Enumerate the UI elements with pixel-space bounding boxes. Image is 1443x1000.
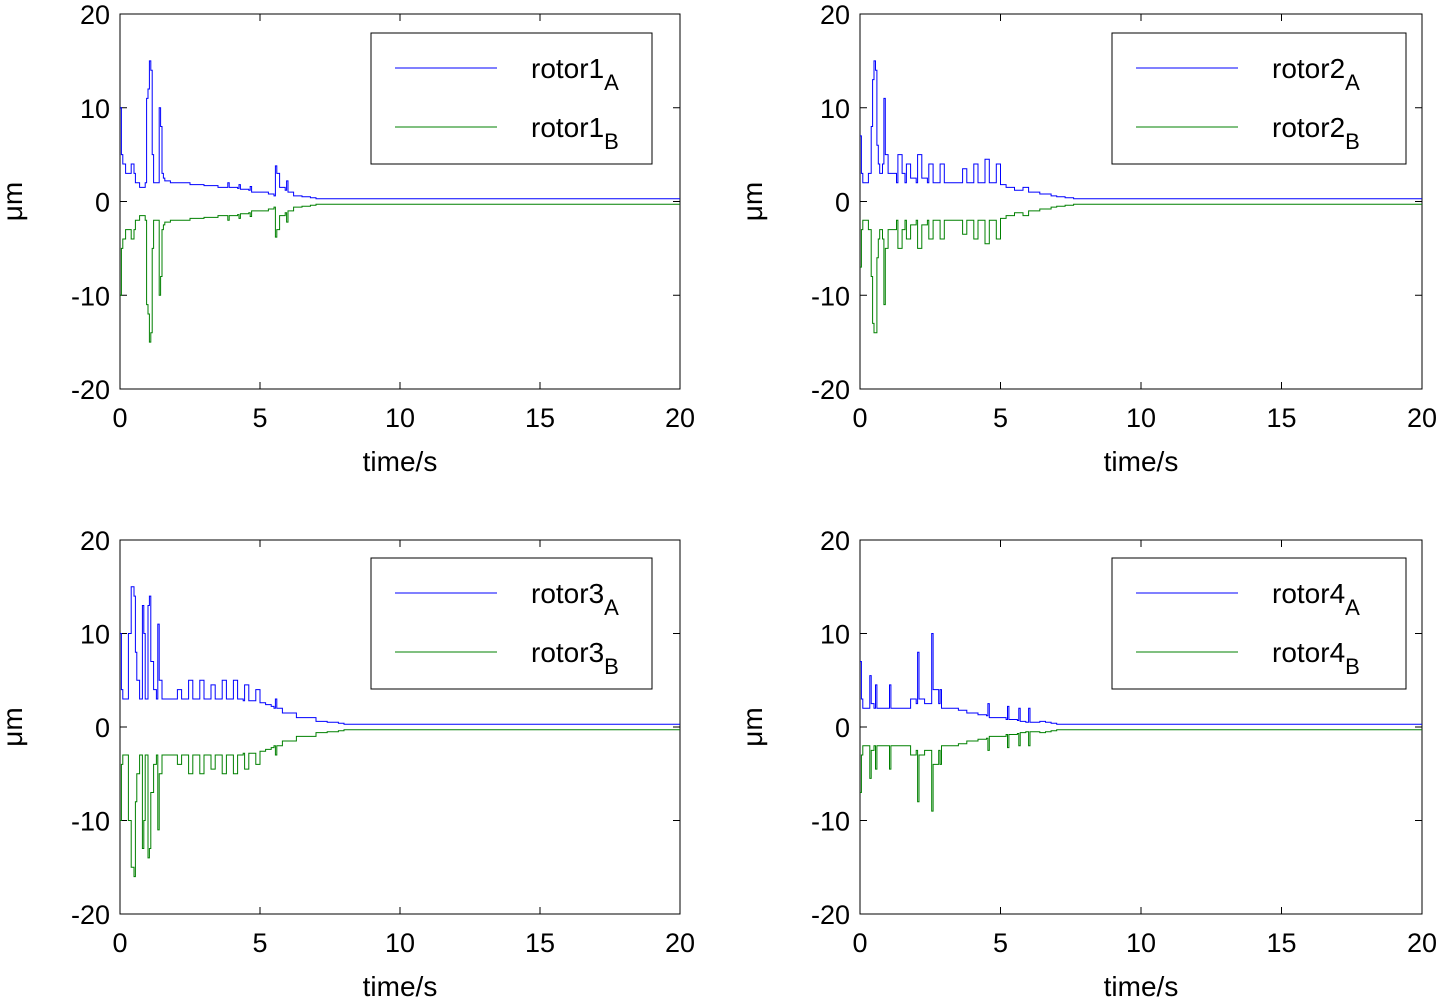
legend-box [1111, 32, 1407, 165]
x-tick-label: 10 [1126, 403, 1156, 433]
y-tick-label: 0 [95, 713, 110, 743]
legend-box [1111, 557, 1407, 690]
x-tick-label: 5 [993, 928, 1008, 958]
x-axis-label: time/s [363, 971, 438, 1000]
y-axis-label: μm [737, 707, 768, 746]
y-tick-label: 20 [80, 0, 110, 30]
legend-subscript: A [604, 595, 619, 620]
x-tick-label: 15 [525, 928, 555, 958]
y-tick-label: -10 [71, 807, 110, 837]
subplot-4: 0 5 10 15 20 20 10 0 -10 -20 time/s μm rotor4Arotor4… [737, 526, 1437, 1000]
y-tick-label: -20 [811, 375, 850, 405]
x-tick-label: 10 [1126, 928, 1156, 958]
x-tick-label: 15 [1266, 928, 1296, 958]
y-tick-label: 20 [820, 0, 850, 30]
y-tick-label: -20 [71, 900, 110, 930]
x-tick-label: 5 [252, 928, 267, 958]
x-tick-label: 0 [852, 928, 867, 958]
y-tick-label: 10 [820, 620, 850, 650]
series-line-rotor2B [860, 203, 1422, 334]
series-line-rotor4A [860, 633, 1422, 725]
x-tick-label: 0 [852, 403, 867, 433]
x-axis-label: time/s [363, 446, 438, 477]
x-tick-label: 15 [525, 403, 555, 433]
x-tick-label: 20 [1407, 928, 1437, 958]
y-tick-label: 10 [80, 94, 110, 124]
legend-subscript: A [1345, 595, 1360, 620]
y-tick-label: 0 [835, 188, 850, 218]
series-line-rotor3B [120, 729, 680, 878]
y-tick-label: -10 [71, 281, 110, 311]
x-tick-label: 0 [112, 928, 127, 958]
x-tick-label: 10 [385, 928, 415, 958]
y-tick-label: -20 [71, 375, 110, 405]
subplot-3: 0 5 10 15 20 20 10 0 -10 -20 time/s μm rotor3Arotor3… [0, 526, 695, 1000]
legend-box [370, 32, 653, 165]
legend-subscript: B [604, 654, 619, 679]
x-tick-label: 15 [1266, 403, 1296, 433]
y-tick-label: 20 [820, 526, 850, 556]
y-axis-label: μm [737, 182, 768, 221]
x-tick-label: 10 [385, 403, 415, 433]
x-axis-label: time/s [1104, 446, 1179, 477]
y-axis-label: μm [0, 182, 28, 221]
series-line-rotor1B [120, 203, 680, 343]
legend-subscript: B [1345, 129, 1360, 154]
y-tick-label: 10 [820, 94, 850, 124]
x-tick-label: 5 [252, 403, 267, 433]
x-tick-label: 20 [1407, 403, 1437, 433]
series-line-rotor4B [860, 729, 1422, 812]
legend-subscript: B [1345, 654, 1360, 679]
subplot-2: 0 5 10 15 20 20 10 0 -10 -20 time/s μm rotor2Arotor2… [737, 0, 1437, 477]
subplot-1: 0 5 10 15 20 20 10 0 -10 -20 time/s μm rotor1Arotor1… [0, 0, 695, 477]
y-tick-label: -20 [811, 900, 850, 930]
y-tick-label: 0 [95, 188, 110, 218]
x-tick-label: 20 [665, 403, 695, 433]
series-line-rotor1A [120, 60, 680, 200]
y-tick-label: -10 [811, 807, 850, 837]
y-tick-label: 0 [835, 713, 850, 743]
y-tick-label: 20 [80, 526, 110, 556]
x-tick-label: 20 [665, 928, 695, 958]
y-tick-label: -10 [811, 281, 850, 311]
legend-subscript: B [604, 129, 619, 154]
x-tick-label: 0 [112, 403, 127, 433]
series-line-rotor2A [860, 60, 1422, 200]
y-axis-label: μm [0, 707, 28, 746]
series-line-rotor3A [120, 586, 680, 725]
x-axis-label: time/s [1104, 971, 1179, 1000]
legend-box [370, 557, 653, 690]
legend-subscript: A [604, 70, 619, 95]
y-tick-label: 10 [80, 620, 110, 650]
legend-subscript: A [1345, 70, 1360, 95]
x-tick-label: 5 [993, 403, 1008, 433]
